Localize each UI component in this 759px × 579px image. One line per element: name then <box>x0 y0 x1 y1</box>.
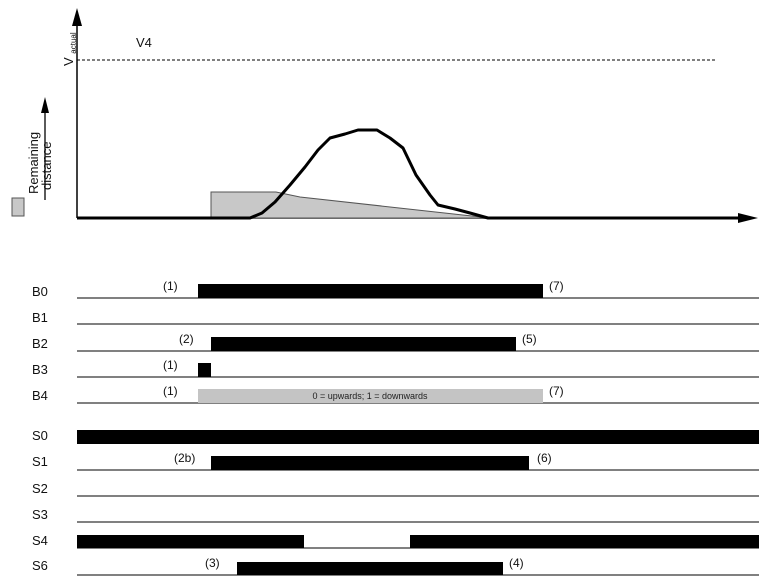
signal-bar-s4-first <box>77 535 304 548</box>
signal-name-s0: S0 <box>32 428 48 443</box>
legend-arrow-head <box>41 97 49 113</box>
y-axis-arrow <box>72 8 82 26</box>
annotation-b4-start: (1) <box>163 384 178 398</box>
annotation-b0-end: (7) <box>549 279 564 293</box>
signal-row-b1: B1 <box>32 310 759 325</box>
annotation-b2-start: (2) <box>179 332 194 346</box>
signal-row-s3: S3 <box>32 507 759 523</box>
y-axis-label-main: V <box>61 57 76 66</box>
signal-text-b4: 0 = upwards; 1 = downwards <box>312 391 428 401</box>
signal-row-b3: B3 (1) <box>32 358 759 378</box>
annotation-s1-end: (6) <box>537 451 552 465</box>
legend-label-distance: distance <box>39 142 54 190</box>
signal-row-b0: B0 (1) (7) <box>32 279 759 299</box>
signal-name-s4: S4 <box>32 533 48 548</box>
signal-name-s1: S1 <box>32 454 48 469</box>
signal-name-s3: S3 <box>32 507 48 522</box>
signal-bar-b3 <box>198 363 211 377</box>
signal-bar-s6 <box>237 562 503 575</box>
y-axis-label: V actual <box>61 32 78 66</box>
signal-bar-b0 <box>198 284 543 298</box>
annotation-b0-start: (1) <box>163 279 178 293</box>
signal-name-b2: B2 <box>32 336 48 351</box>
signal-name-b1: B1 <box>32 310 48 325</box>
signal-name-s2: S2 <box>32 481 48 496</box>
annotation-s1-start: (2b) <box>174 451 195 465</box>
signal-bar-b2 <box>211 337 516 351</box>
signal-bar-s4-second <box>410 535 759 548</box>
signal-rows: B0 (1) (7) B1 B2 (2) (5) B3 (1) B <box>32 279 759 576</box>
signal-name-s6: S6 <box>32 558 48 573</box>
signal-row-s0: S0 <box>32 428 759 444</box>
annotation-b2-end: (5) <box>522 332 537 346</box>
signal-row-s1: S1 (2b) (6) <box>32 451 759 471</box>
signal-bar-s1 <box>211 456 529 470</box>
v4-label: V4 <box>136 35 152 50</box>
signal-row-s4: S4 <box>32 533 759 549</box>
x-axis-arrow <box>738 213 758 223</box>
velocity-curve <box>77 128 742 220</box>
signal-name-b3: B3 <box>32 362 48 377</box>
remaining-distance-area <box>210 191 491 219</box>
annotation-b4-end: (7) <box>549 384 564 398</box>
annotation-s6-end: (4) <box>509 556 524 570</box>
signal-name-b4: B4 <box>32 388 48 403</box>
annotation-s6-start: (3) <box>205 556 220 570</box>
legend-swatch <box>11 197 25 217</box>
velocity-chart: V4 V actual Remaining distance <box>11 8 758 223</box>
signal-row-s6: S6 (3) (4) <box>32 556 759 576</box>
signal-bar-s0 <box>77 430 759 444</box>
signal-row-b4: B4 0 = upwards; 1 = downwards (1) (7) <box>32 384 759 404</box>
signal-bar-b4 <box>198 389 543 403</box>
signal-name-b0: B0 <box>32 284 48 299</box>
legend-label-remaining: Remaining <box>26 132 41 194</box>
signal-row-b2: B2 (2) (5) <box>32 332 759 352</box>
annotation-b3-start: (1) <box>163 358 178 372</box>
y-axis-label-subscript: actual <box>69 32 78 54</box>
signal-row-s2: S2 <box>32 481 759 497</box>
